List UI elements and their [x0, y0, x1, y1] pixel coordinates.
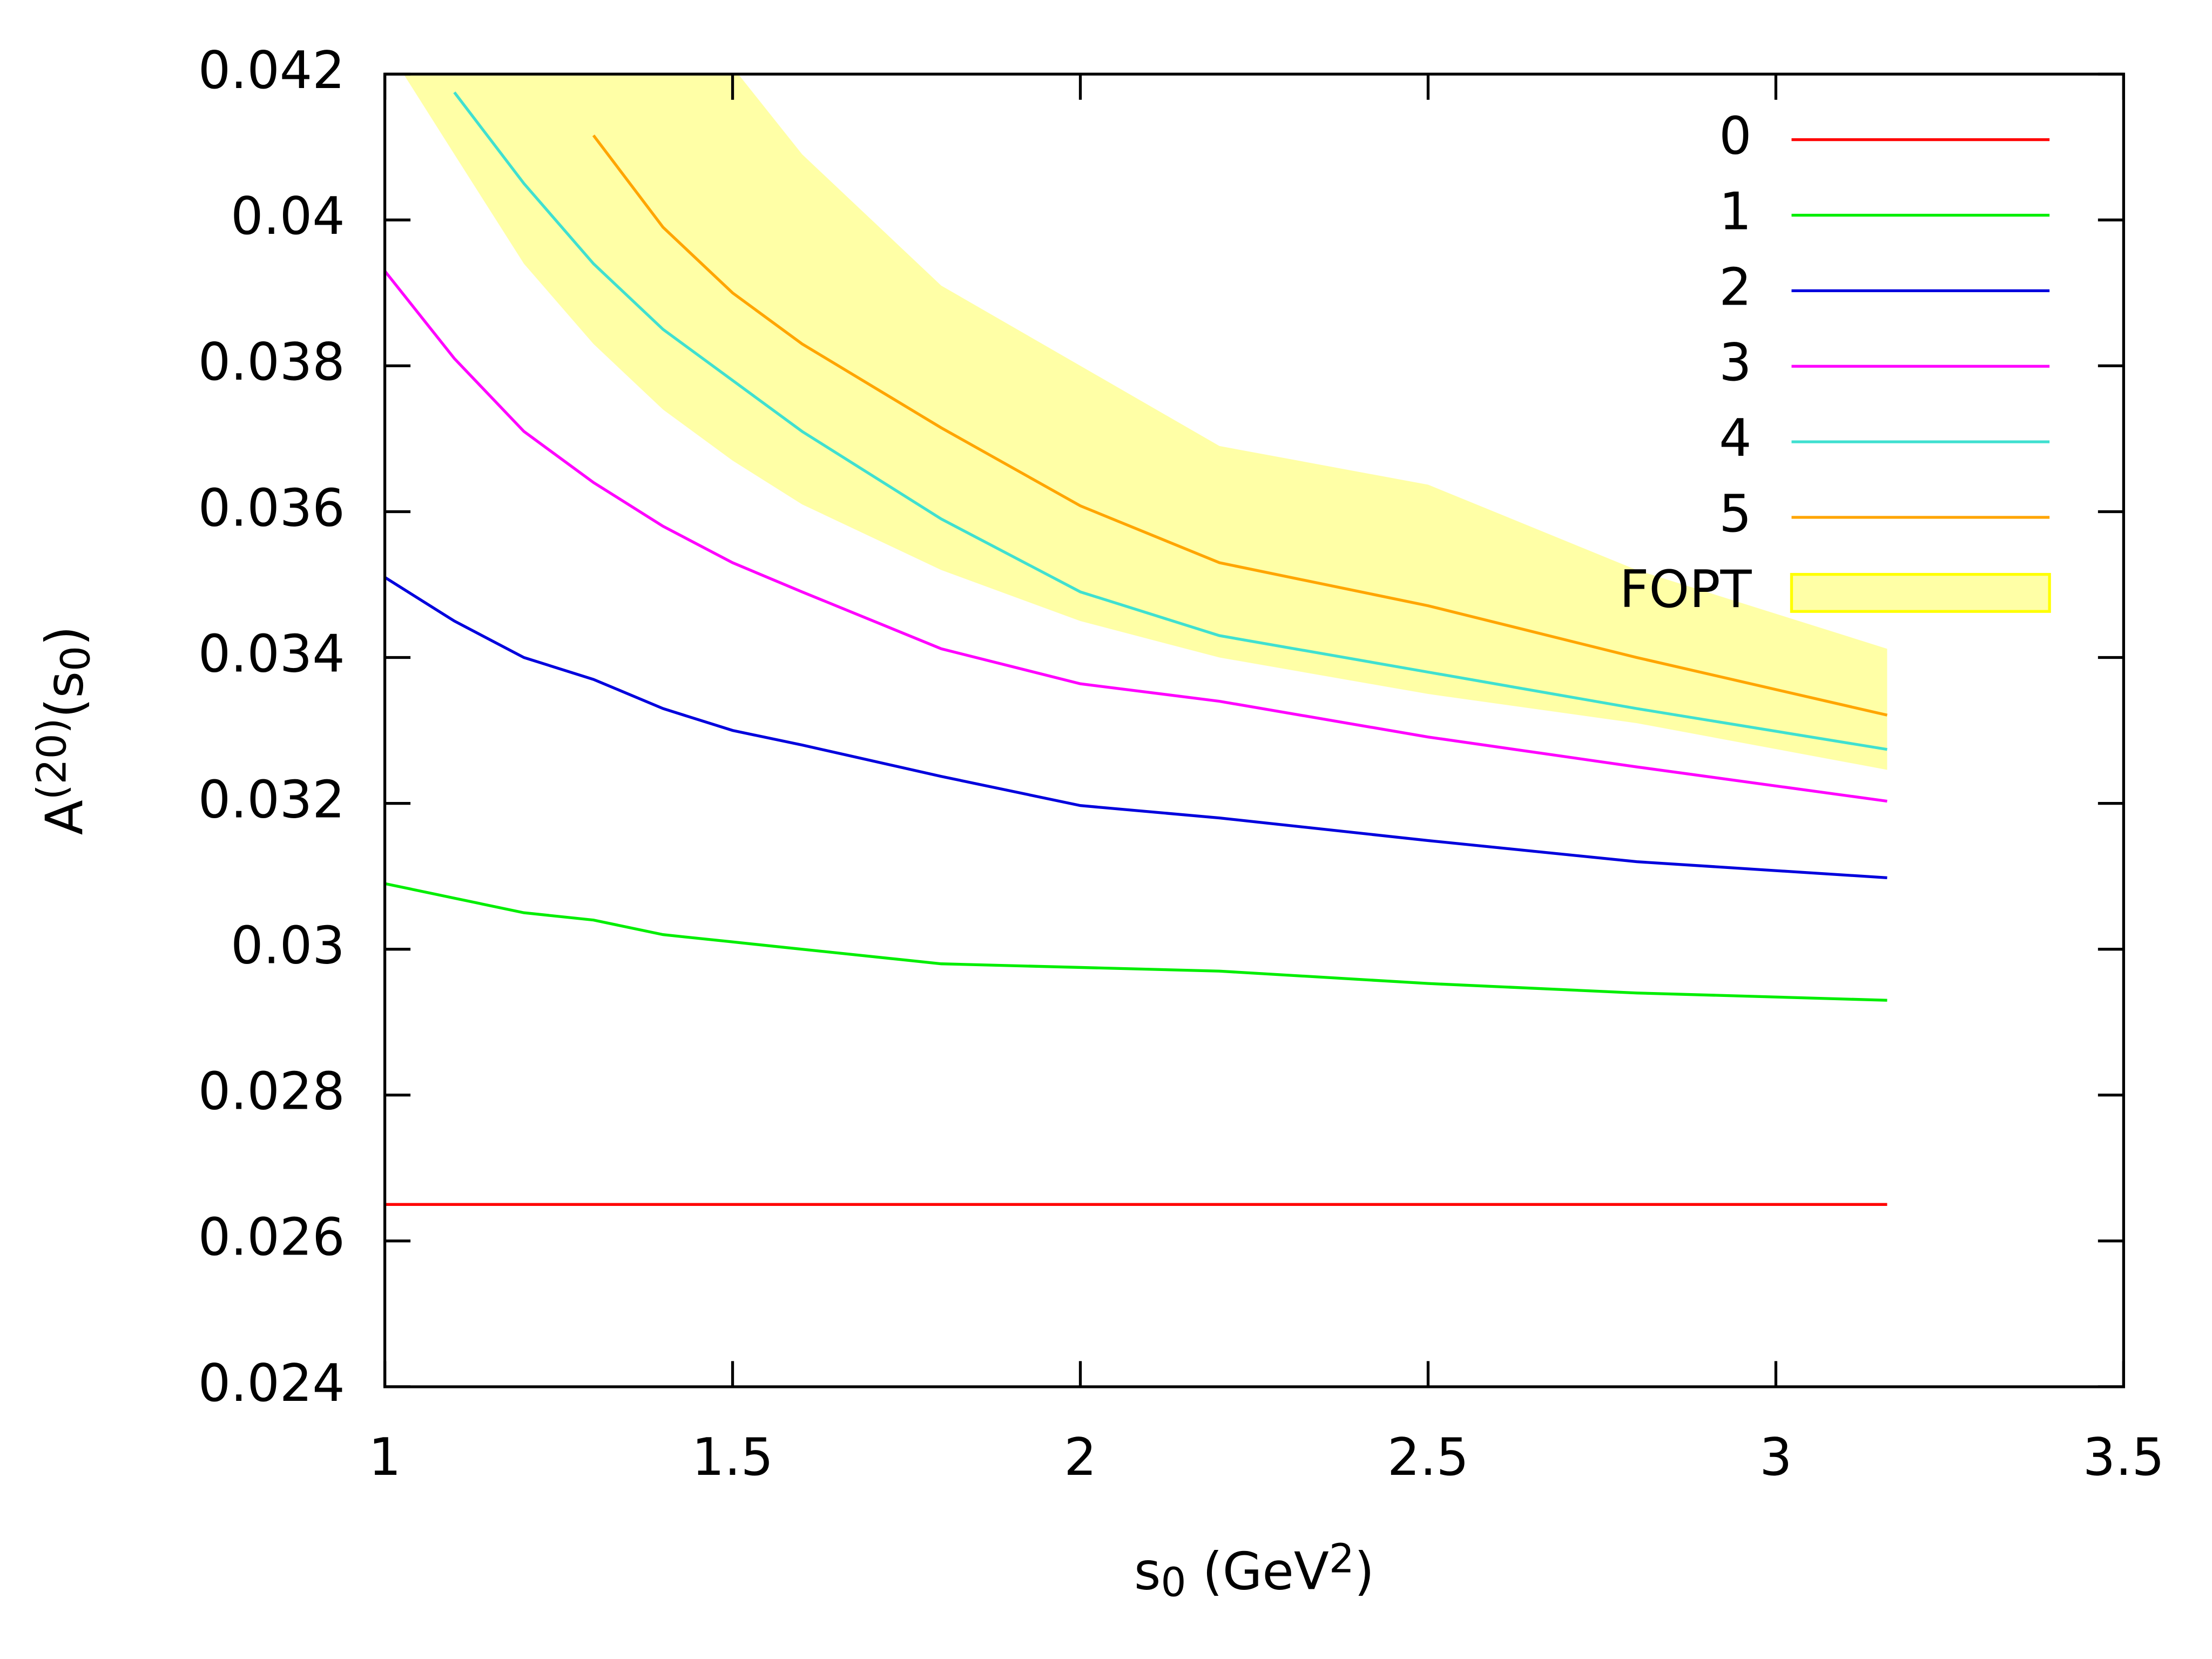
x-tick-label: 3 — [1759, 1428, 1792, 1487]
legend-label: 0 — [1719, 107, 1751, 166]
legend-label: 5 — [1719, 484, 1751, 544]
y-tick-label: 0.026 — [198, 1208, 345, 1267]
x-axis-label-part: ) — [1354, 1542, 1374, 1601]
x-axis-label-part: s — [1134, 1542, 1161, 1601]
y-axis-label-part: (s — [36, 671, 95, 718]
x-tick-label: 3.5 — [2083, 1428, 2164, 1487]
y-axis-label-part: ) — [36, 626, 95, 646]
x-tick-label: 1.5 — [692, 1428, 773, 1487]
x-axis-label: s0 (GeV2) — [1134, 1535, 1374, 1606]
x-tick-label: 1 — [368, 1428, 401, 1487]
y-tick-label: 0.04 — [231, 187, 345, 246]
series-line — [385, 576, 1887, 879]
legend-label: FOPT — [1620, 560, 1752, 619]
x-axis-label-part: 2 — [1329, 1535, 1354, 1582]
y-tick-label: 0.042 — [198, 41, 345, 100]
legend-label: 2 — [1719, 258, 1751, 317]
series-line — [385, 270, 1887, 803]
y-tick-label: 0.034 — [198, 624, 345, 684]
y-axis-label-part: A — [36, 800, 95, 835]
x-tick-label: 2 — [1064, 1428, 1096, 1487]
y-tick-label: 0.024 — [198, 1354, 345, 1413]
legend-label: 1 — [1719, 182, 1751, 241]
legend-swatch — [1790, 572, 2051, 613]
y-axis-label: A(20)(s0) — [29, 626, 99, 835]
y-axis-label-part: (20) — [29, 718, 75, 800]
legend-label: 3 — [1719, 333, 1751, 393]
y-tick-label: 0.028 — [198, 1062, 345, 1122]
plot-frame — [383, 72, 2126, 1388]
x-tick-label: 2.5 — [1387, 1428, 1469, 1487]
series-line — [453, 91, 1887, 751]
y-tick-label: 0.036 — [198, 478, 345, 538]
legend-label: 4 — [1719, 409, 1751, 468]
y-axis-label-part: 0 — [53, 646, 99, 671]
fopt-band — [403, 74, 1887, 770]
y-tick-label: 0.038 — [198, 333, 345, 392]
series-line — [592, 134, 1888, 717]
series-line — [385, 882, 1887, 1002]
y-tick-label: 0.032 — [198, 770, 345, 830]
y-tick-label: 0.03 — [231, 916, 345, 976]
x-axis-label-part: (GeV — [1186, 1542, 1329, 1601]
plot-area — [385, 74, 1888, 1206]
x-axis-label-part: 0 — [1161, 1559, 1186, 1606]
